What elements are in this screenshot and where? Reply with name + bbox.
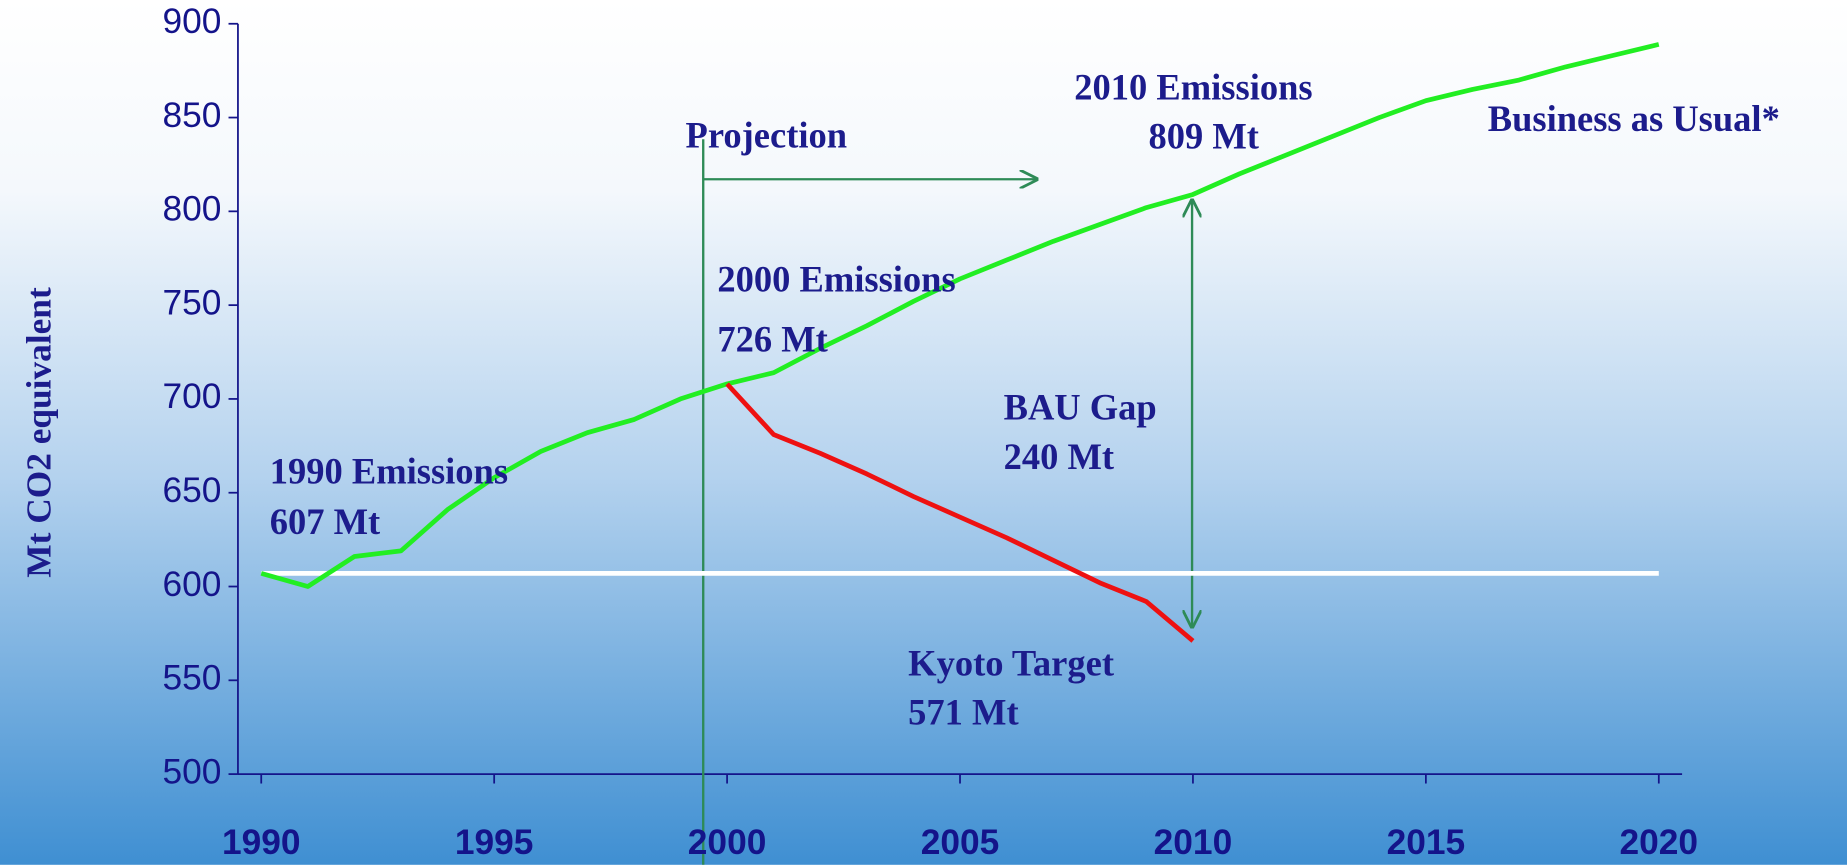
annotation: 809 Mt (1148, 116, 1258, 157)
annotation: 240 Mt (1004, 436, 1114, 477)
x-tick-label: 1995 (455, 823, 534, 862)
annotation: 2010 Emissions (1074, 66, 1312, 107)
annotation: 726 Mt (717, 318, 827, 359)
series-line (725, 382, 1195, 643)
annotation: 2000 Emissions (717, 258, 955, 299)
x-tick-label: 2020 (1619, 823, 1698, 862)
y-tick-label: 750 (162, 283, 221, 322)
annotation: Kyoto Target (908, 642, 1114, 683)
y-tick-label: 900 (162, 2, 221, 41)
x-tick-label: 2015 (1387, 823, 1466, 862)
annotation: Business as Usual* (1488, 98, 1780, 139)
y-tick-label: 500 (162, 752, 221, 791)
annotation: 1990 Emissions (270, 450, 508, 491)
y-tick-label: 550 (162, 659, 221, 698)
annotation: 571 Mt (908, 692, 1018, 733)
annotation: BAU Gap (1004, 387, 1157, 428)
y-tick-label: 600 (162, 565, 221, 604)
series-line (260, 42, 1660, 589)
annotation: 607 Mt (270, 501, 380, 542)
x-tick-label: 2010 (1154, 823, 1233, 862)
y-tick-label: 700 (162, 377, 221, 416)
y-tick-label: 800 (162, 190, 221, 229)
x-tick-label: 1990 (222, 823, 301, 862)
y-tick-label: 650 (162, 471, 221, 510)
x-tick-label: 2000 (688, 823, 767, 862)
y-axis-label: Mt CO2 equivalent (20, 287, 59, 578)
y-tick-label: 850 (162, 96, 221, 135)
annotation: Projection (686, 115, 848, 156)
x-tick-label: 2005 (921, 823, 1000, 862)
